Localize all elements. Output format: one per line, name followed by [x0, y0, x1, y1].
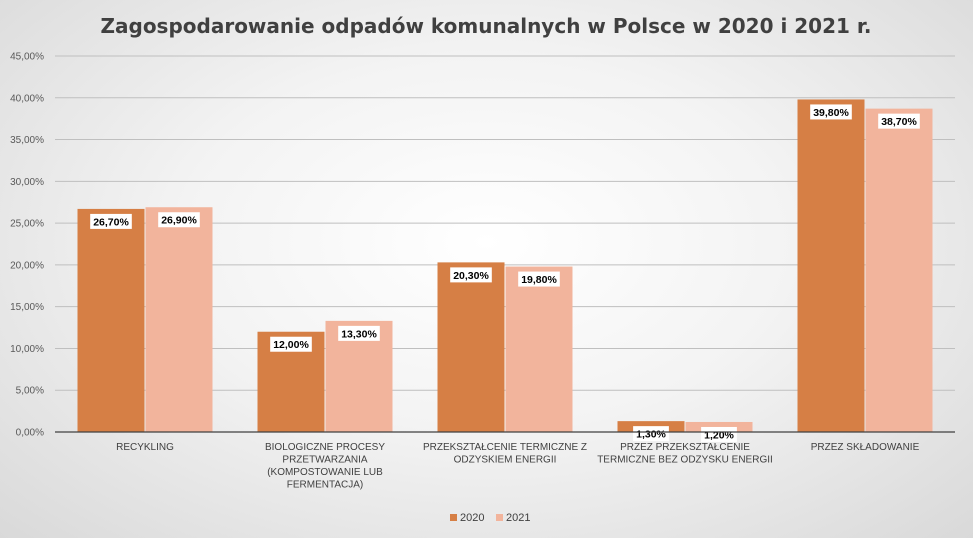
data-label-box: [158, 212, 200, 228]
x-tick-label: PRZEZ PRZEKSZTAŁCENIE TERMICZNE BEZ ODZYS…: [597, 442, 773, 466]
data-label: 26,90%: [161, 215, 197, 227]
y-tick-label: 5,00%: [16, 386, 44, 397]
chart-title: Zagospodarowanie odpadów komunalnych w P…: [101, 14, 872, 38]
y-tick-label: 40,00%: [10, 93, 44, 104]
y-tick-label: 25,00%: [10, 219, 44, 230]
legend-swatch-2021: [496, 514, 503, 521]
bar-2021: [145, 207, 213, 432]
y-tick-label: 0,00%: [16, 428, 44, 439]
legend-swatch-2020: [450, 514, 457, 521]
data-label: 12,00%: [273, 339, 309, 351]
data-label: 13,30%: [341, 328, 377, 340]
bar-2020: [77, 208, 145, 432]
data-label: 19,80%: [521, 274, 557, 286]
data-label-box: [90, 213, 132, 229]
bar-2021: [505, 266, 573, 432]
x-axis: RECYKLING BIOLOGICZNE PROCESY PRZETWARZANI…: [55, 431, 955, 491]
data-label-box: [633, 426, 669, 442]
data-label: 38,70%: [881, 116, 917, 128]
data-label-box: [878, 113, 920, 129]
data-label-box: [701, 426, 737, 442]
bar-2020: [797, 99, 865, 433]
y-tick-label: 15,00%: [10, 302, 44, 313]
bars: 26,70% 26,90% 12,00% 13,30% 20,30% 19,80% 1,30…: [77, 99, 933, 442]
data-label: 1,30%: [636, 429, 666, 441]
x-tick-label: BIOLOGICZNE PROCESY PRZETWARZANIA (KOMPOST…: [265, 442, 385, 491]
legend-label: 2021: [506, 512, 530, 524]
y-tick-label: 20,00%: [10, 260, 44, 271]
bar-2021: [865, 108, 933, 432]
legend: 2020 2021: [450, 512, 530, 524]
y-axis: 0,00% 5,00% 10,00% 15,00% 20,00% 25,00% 30,00%…: [10, 52, 44, 439]
x-tick-label: RECYKLING: [116, 442, 174, 453]
data-label: 39,80%: [813, 107, 849, 119]
y-tick-label: 45,00%: [10, 52, 44, 63]
data-label-box: [810, 104, 852, 120]
y-tick-label: 10,00%: [10, 344, 44, 355]
x-tick-label: PRZEKSZTAŁCENIE TERMICZNE Z ODZYSKIEM ENE…: [423, 442, 587, 466]
data-label: 26,70%: [93, 216, 129, 228]
bar-2020: [437, 262, 505, 432]
data-label-box: [270, 336, 312, 352]
y-tick-label: 30,00%: [10, 177, 44, 188]
data-label: 1,20%: [704, 429, 734, 441]
legend-label: 2020: [460, 512, 484, 524]
x-tick-label: PRZEZ SKŁADOWANIE: [811, 442, 920, 453]
data-label-box: [450, 267, 492, 283]
data-label-box: [518, 271, 560, 287]
y-tick-label: 35,00%: [10, 135, 44, 146]
data-label-box: [338, 325, 380, 341]
data-label: 20,30%: [453, 270, 489, 282]
